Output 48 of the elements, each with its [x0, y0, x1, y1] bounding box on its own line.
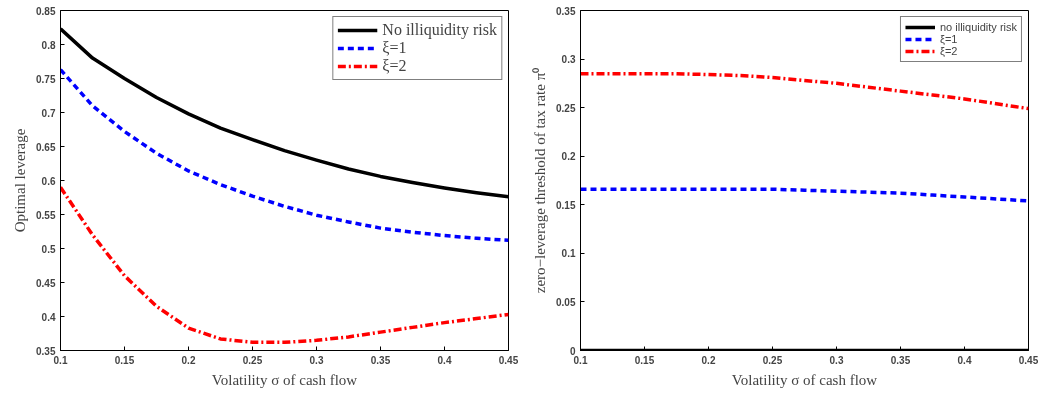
y-axis-title: Optimal leverage [12, 128, 29, 233]
x-tick-label: 0.35 [890, 354, 911, 366]
x-tick-label: 0.25 [762, 354, 783, 366]
x-tick-label: 0.15 [114, 354, 135, 366]
x-tick-label: 0.15 [634, 354, 655, 366]
x-tick-label: 0.2 [181, 354, 196, 366]
legend-label: ξ=1 [382, 39, 407, 57]
legend-label: No illiquidity risk [382, 21, 497, 39]
y-tick-label: 0.8 [41, 39, 56, 51]
x-tick-label: 0.3 [309, 354, 324, 366]
x-tick-label: 0.1 [53, 354, 68, 366]
y-tick-label: 0.65 [36, 141, 56, 153]
x-axis-title: Volatility σ of cash flow [731, 371, 878, 388]
x-tick-label: 0.4 [957, 354, 972, 366]
y-tick-label: 0.15 [556, 199, 576, 211]
y-tick-label: 0.35 [556, 5, 576, 17]
y-tick-label: 0.85 [36, 5, 56, 17]
y-tick-label: 0.55 [36, 209, 56, 221]
x-tick-label: 0.45 [1018, 354, 1039, 366]
line-series [580, 187, 1029, 203]
x-tick-label: 0.25 [242, 354, 263, 366]
y-tick-label: 0.3 [561, 54, 576, 66]
y-axis-title: zero−leverage threshold of tax rate π⁰ [532, 67, 549, 294]
x-tick-label: 0.4 [437, 354, 452, 366]
y-tick-label: 0.5 [41, 243, 56, 255]
y-tick-label: 0.4 [41, 311, 56, 323]
y-tick-label: 0.7 [41, 107, 56, 119]
y-tick-label: 0.75 [36, 73, 56, 85]
legend-label: no illiquidity risk [939, 21, 1017, 33]
y-tick-label: 0.25 [556, 102, 576, 114]
x-tick-label: 0.1 [573, 354, 588, 366]
line-series [60, 185, 509, 345]
x-tick-label: 0.35 [370, 354, 391, 366]
y-tick-label: 0.2 [561, 151, 576, 163]
line-series [580, 71, 1029, 111]
x-axis-title: Volatility σ of cash flow [211, 371, 358, 388]
y-tick-label: 0.6 [41, 175, 56, 187]
y-tick-label: 0.35 [36, 345, 56, 357]
x-tick-label: 0.45 [498, 354, 519, 366]
x-tick-label: 0.2 [701, 354, 716, 366]
y-tick-label: 0.05 [556, 296, 576, 308]
legend-label: ξ=2 [939, 45, 959, 57]
legend-label: ξ=1 [939, 33, 959, 45]
x-tick-label: 0.3 [829, 354, 844, 366]
legend-label: ξ=2 [382, 57, 407, 75]
y-tick-label: 0 [569, 345, 576, 357]
y-tick-label: 0.45 [36, 277, 56, 289]
y-tick-label: 0.1 [561, 248, 576, 260]
